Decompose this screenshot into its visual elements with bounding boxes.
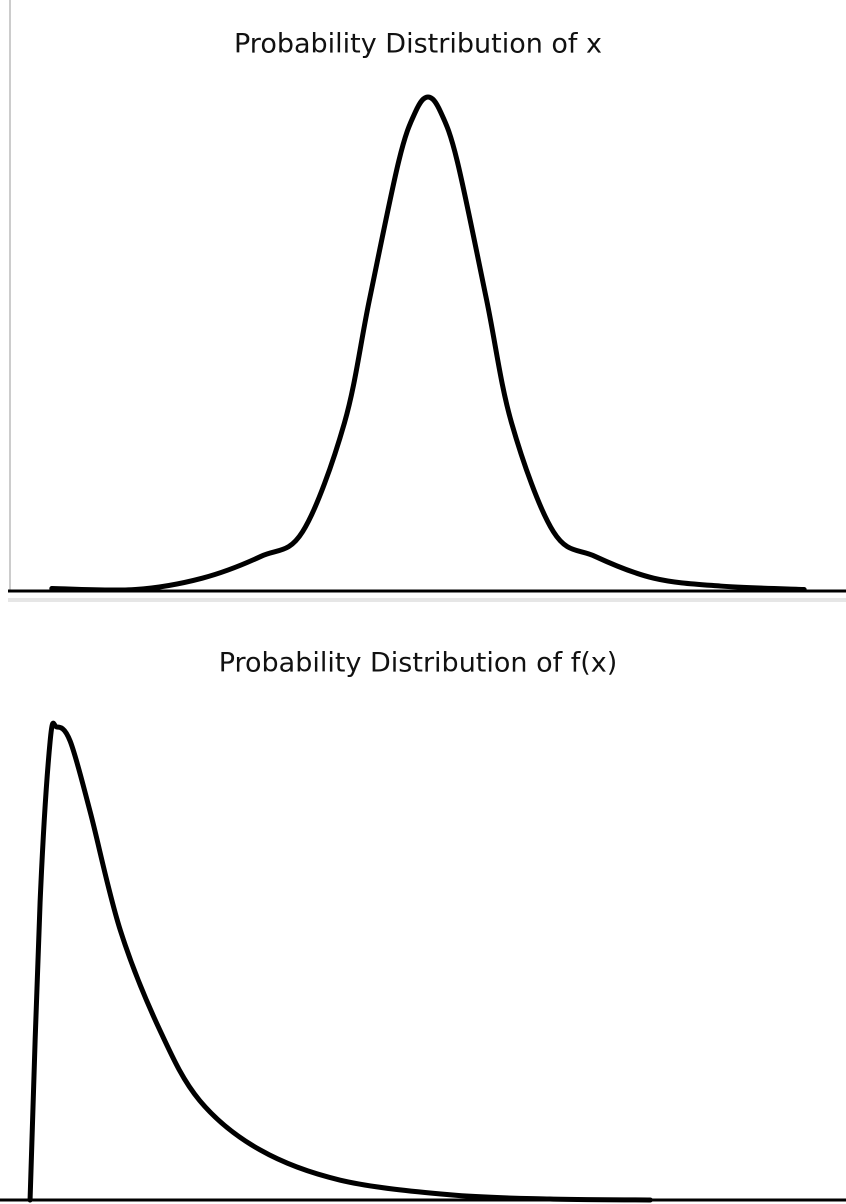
- chart-title: Probability Distribution of x: [234, 29, 602, 60]
- curve: [49, 94, 807, 593]
- chart-title: Probability Distribution of f(x): [219, 648, 618, 679]
- curve: [27, 720, 653, 1203]
